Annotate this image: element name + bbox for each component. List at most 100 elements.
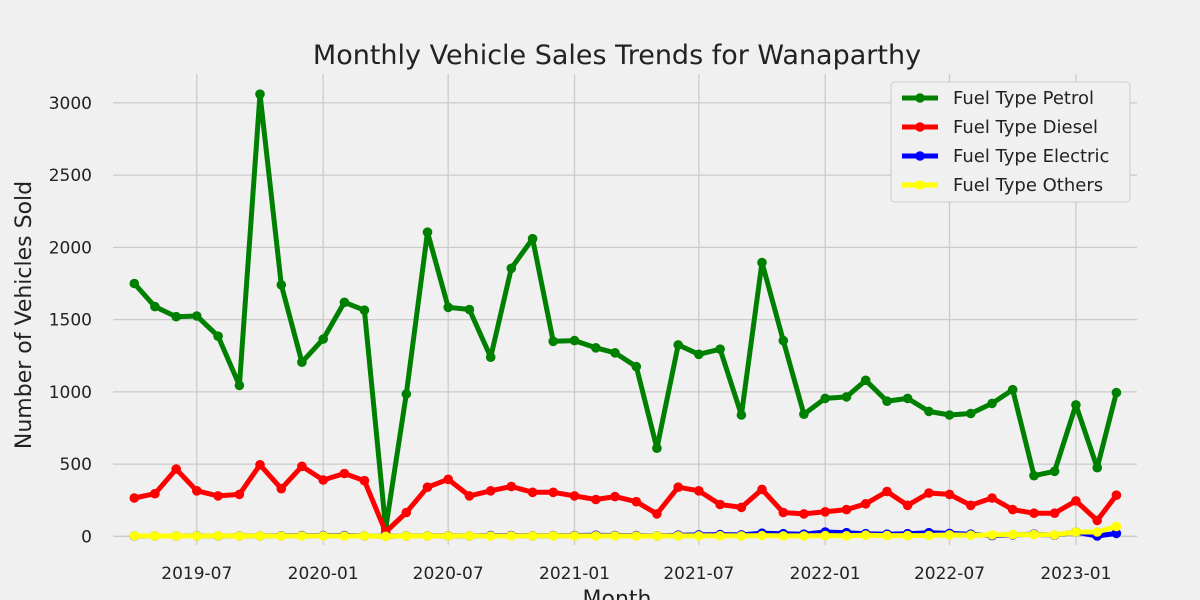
data-point bbox=[757, 257, 767, 268]
data-point bbox=[464, 491, 475, 501]
data-point bbox=[171, 531, 181, 541]
data-point bbox=[527, 531, 538, 541]
data-point bbox=[129, 278, 140, 289]
data-point bbox=[171, 464, 181, 474]
data-point bbox=[631, 361, 642, 372]
data-point bbox=[610, 348, 620, 358]
data-point bbox=[736, 531, 747, 541]
data-point bbox=[860, 530, 871, 540]
series-lines bbox=[129, 89, 1122, 542]
data-point bbox=[1111, 490, 1122, 501]
data-point bbox=[485, 531, 496, 541]
data-point bbox=[527, 487, 538, 498]
y-tick-label: 3000 bbox=[49, 94, 92, 114]
data-point bbox=[902, 530, 913, 541]
data-point bbox=[1111, 521, 1122, 532]
data-point bbox=[902, 500, 913, 511]
data-point bbox=[944, 530, 955, 540]
data-point bbox=[591, 494, 601, 505]
data-point bbox=[359, 531, 370, 541]
data-point bbox=[318, 334, 329, 344]
data-point bbox=[422, 531, 433, 541]
legend-items: Fuel Type Petrol Fuel Type Diesel Fuel Typ… bbox=[902, 88, 1109, 196]
data-point bbox=[422, 482, 433, 493]
data-point bbox=[944, 489, 955, 500]
data-point bbox=[485, 352, 496, 363]
data-point bbox=[255, 460, 265, 470]
x-tick-label: 2021-07 bbox=[663, 564, 734, 584]
data-point bbox=[1111, 387, 1122, 398]
data-point bbox=[1049, 530, 1060, 540]
data-point bbox=[1049, 508, 1060, 518]
data-point bbox=[443, 531, 454, 541]
legend-label: Fuel Type Others bbox=[953, 175, 1103, 196]
data-point bbox=[150, 488, 160, 499]
data-point bbox=[694, 531, 704, 541]
data-point bbox=[966, 530, 976, 540]
legend-marker bbox=[915, 122, 925, 132]
x-tick-label: 2022-01 bbox=[790, 564, 861, 584]
data-point bbox=[276, 280, 287, 290]
series-group bbox=[129, 460, 1122, 537]
y-tick-label: 2500 bbox=[49, 166, 92, 186]
data-point bbox=[1071, 527, 1081, 537]
data-point bbox=[757, 484, 767, 495]
data-point bbox=[882, 530, 892, 541]
data-point bbox=[213, 531, 223, 541]
data-point bbox=[276, 531, 287, 541]
data-point bbox=[778, 507, 789, 518]
data-point bbox=[1049, 466, 1060, 477]
data-point bbox=[297, 531, 307, 541]
legend-marker bbox=[915, 93, 925, 103]
data-point bbox=[1007, 384, 1018, 395]
data-point bbox=[652, 509, 662, 519]
data-point bbox=[506, 531, 517, 541]
data-point bbox=[129, 531, 140, 541]
data-point bbox=[736, 410, 747, 420]
legend-label: Fuel Type Diesel bbox=[953, 117, 1098, 138]
data-point bbox=[778, 335, 789, 346]
x-tick-label: 2019-07 bbox=[161, 564, 232, 584]
data-point bbox=[820, 530, 830, 541]
data-point bbox=[422, 227, 433, 237]
data-point bbox=[673, 482, 683, 493]
series-group bbox=[129, 521, 1122, 542]
y-tick-label: 1500 bbox=[49, 311, 92, 331]
grid-lines bbox=[113, 74, 1137, 545]
data-point bbox=[694, 349, 704, 360]
data-point bbox=[464, 531, 475, 541]
data-point bbox=[1007, 504, 1018, 515]
data-point bbox=[757, 530, 767, 541]
data-point bbox=[820, 393, 830, 404]
data-point bbox=[841, 531, 852, 541]
data-point bbox=[1071, 400, 1081, 410]
data-point bbox=[924, 488, 934, 498]
data-point bbox=[631, 531, 642, 541]
data-point bbox=[1029, 470, 1039, 481]
legend-marker bbox=[915, 151, 925, 161]
data-point bbox=[548, 487, 558, 498]
x-tick-label: 2020-07 bbox=[413, 564, 484, 584]
data-point bbox=[213, 491, 223, 501]
data-point bbox=[255, 89, 265, 99]
data-point bbox=[631, 496, 642, 507]
data-point bbox=[297, 461, 307, 472]
data-point bbox=[255, 531, 265, 541]
data-point bbox=[401, 507, 412, 518]
data-point bbox=[715, 499, 725, 510]
chart-title: Monthly Vehicle Sales Trends for Wanapar… bbox=[313, 40, 921, 71]
data-point bbox=[715, 531, 725, 541]
data-point bbox=[924, 530, 934, 541]
data-point bbox=[799, 531, 809, 541]
data-point bbox=[527, 233, 538, 244]
y-tick-label: 1000 bbox=[49, 383, 92, 403]
data-point bbox=[694, 486, 704, 496]
data-point bbox=[318, 475, 329, 485]
data-point bbox=[297, 357, 307, 368]
data-point bbox=[443, 474, 454, 485]
data-point bbox=[1029, 508, 1039, 518]
data-point bbox=[1007, 529, 1018, 540]
data-point bbox=[569, 335, 580, 346]
data-point bbox=[987, 398, 997, 409]
data-point bbox=[652, 531, 662, 541]
